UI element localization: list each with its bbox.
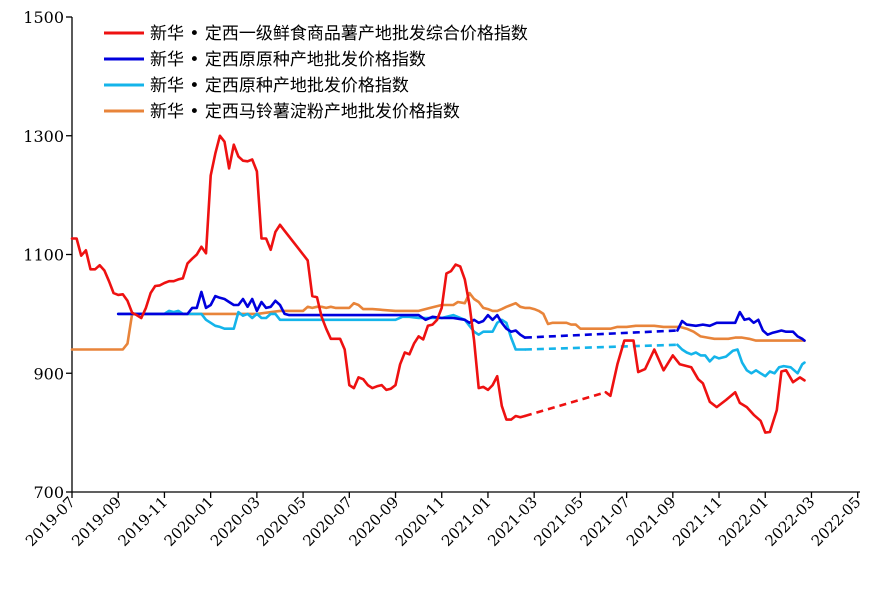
y-tick-label: 1500 (23, 8, 64, 27)
series-line (676, 310, 806, 342)
series-gap-dashed-line (524, 343, 678, 351)
legend-label: 新华 • 定西原原种产地批发价格指数 (150, 50, 426, 70)
series-line (604, 339, 806, 434)
y-tick-label: 1100 (23, 246, 64, 265)
y-tick-label: 1300 (23, 127, 64, 146)
series-gap-dashed-line (524, 391, 607, 418)
series-line (116, 290, 527, 339)
legend-label: 新华 • 定西原种产地批发价格指数 (150, 76, 409, 96)
series-line (70, 291, 806, 351)
y-tick-label: 900 (33, 364, 64, 383)
y-tick-label: 700 (33, 483, 64, 502)
legend-label: 新华 • 定西一级鲜食商品薯产地批发综合价格指数 (150, 24, 528, 44)
series-lines (70, 134, 806, 434)
series-line (116, 309, 527, 351)
series-line (70, 134, 527, 421)
y-axis: 700 900 1100 1300 1500 (23, 8, 73, 502)
series-gap-dashed-line (524, 329, 678, 339)
series-line (676, 343, 806, 378)
legend-label: 新华 • 定西马铃薯淀粉产地批发价格指数 (150, 102, 460, 122)
